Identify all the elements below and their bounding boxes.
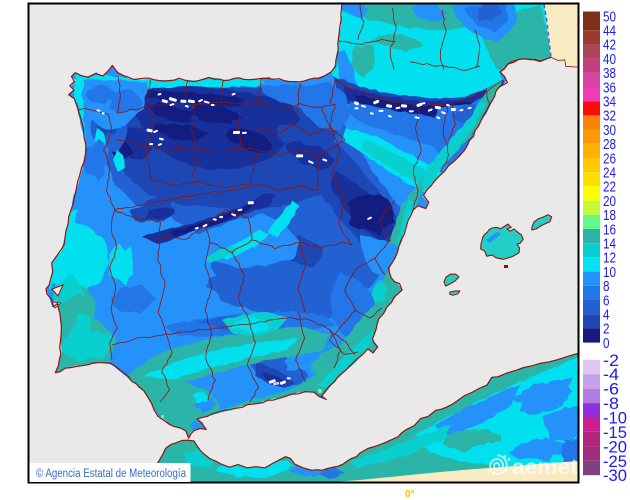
- svg-text:32: 32: [603, 109, 616, 125]
- svg-text:4: 4: [603, 308, 610, 324]
- svg-text:20: 20: [603, 194, 616, 210]
- svg-text:6: 6: [603, 293, 610, 309]
- svg-text:-15: -15: [603, 424, 627, 442]
- svg-text:2: 2: [603, 322, 610, 338]
- svg-text:-6: -6: [603, 381, 619, 399]
- svg-text:28: 28: [603, 137, 616, 153]
- svg-text:36: 36: [603, 80, 616, 96]
- svg-text:-10: -10: [603, 410, 627, 428]
- svg-text:50: 50: [603, 9, 616, 25]
- svg-text:aemet: aemet: [512, 456, 578, 479]
- svg-text:30: 30: [603, 123, 616, 139]
- svg-text:-8: -8: [603, 395, 619, 413]
- svg-text:14: 14: [603, 237, 616, 253]
- svg-text:40: 40: [603, 52, 616, 68]
- svg-text:-25: -25: [603, 453, 627, 471]
- svg-text:18: 18: [603, 208, 616, 224]
- svg-text:16: 16: [603, 222, 616, 238]
- svg-text:-20: -20: [603, 438, 627, 456]
- svg-text:44: 44: [603, 24, 616, 40]
- svg-text:24: 24: [603, 166, 616, 182]
- svg-text:8: 8: [603, 279, 610, 295]
- svg-text:-30: -30: [603, 467, 627, 485]
- svg-text:10: 10: [603, 265, 616, 281]
- svg-text:0°: 0°: [405, 489, 415, 500]
- svg-text:34: 34: [603, 95, 616, 111]
- svg-text:26: 26: [603, 151, 616, 167]
- svg-text:-4: -4: [603, 366, 619, 384]
- svg-text:22: 22: [603, 180, 616, 196]
- svg-text:-2: -2: [603, 352, 619, 370]
- svg-text:38: 38: [603, 66, 616, 82]
- svg-text:42: 42: [603, 38, 616, 54]
- svg-text:12: 12: [603, 251, 616, 267]
- svg-text:0: 0: [603, 336, 610, 352]
- svg-text:© Agencia Estatal de Meteorolo: © Agencia Estatal de Meteorología: [36, 468, 186, 480]
